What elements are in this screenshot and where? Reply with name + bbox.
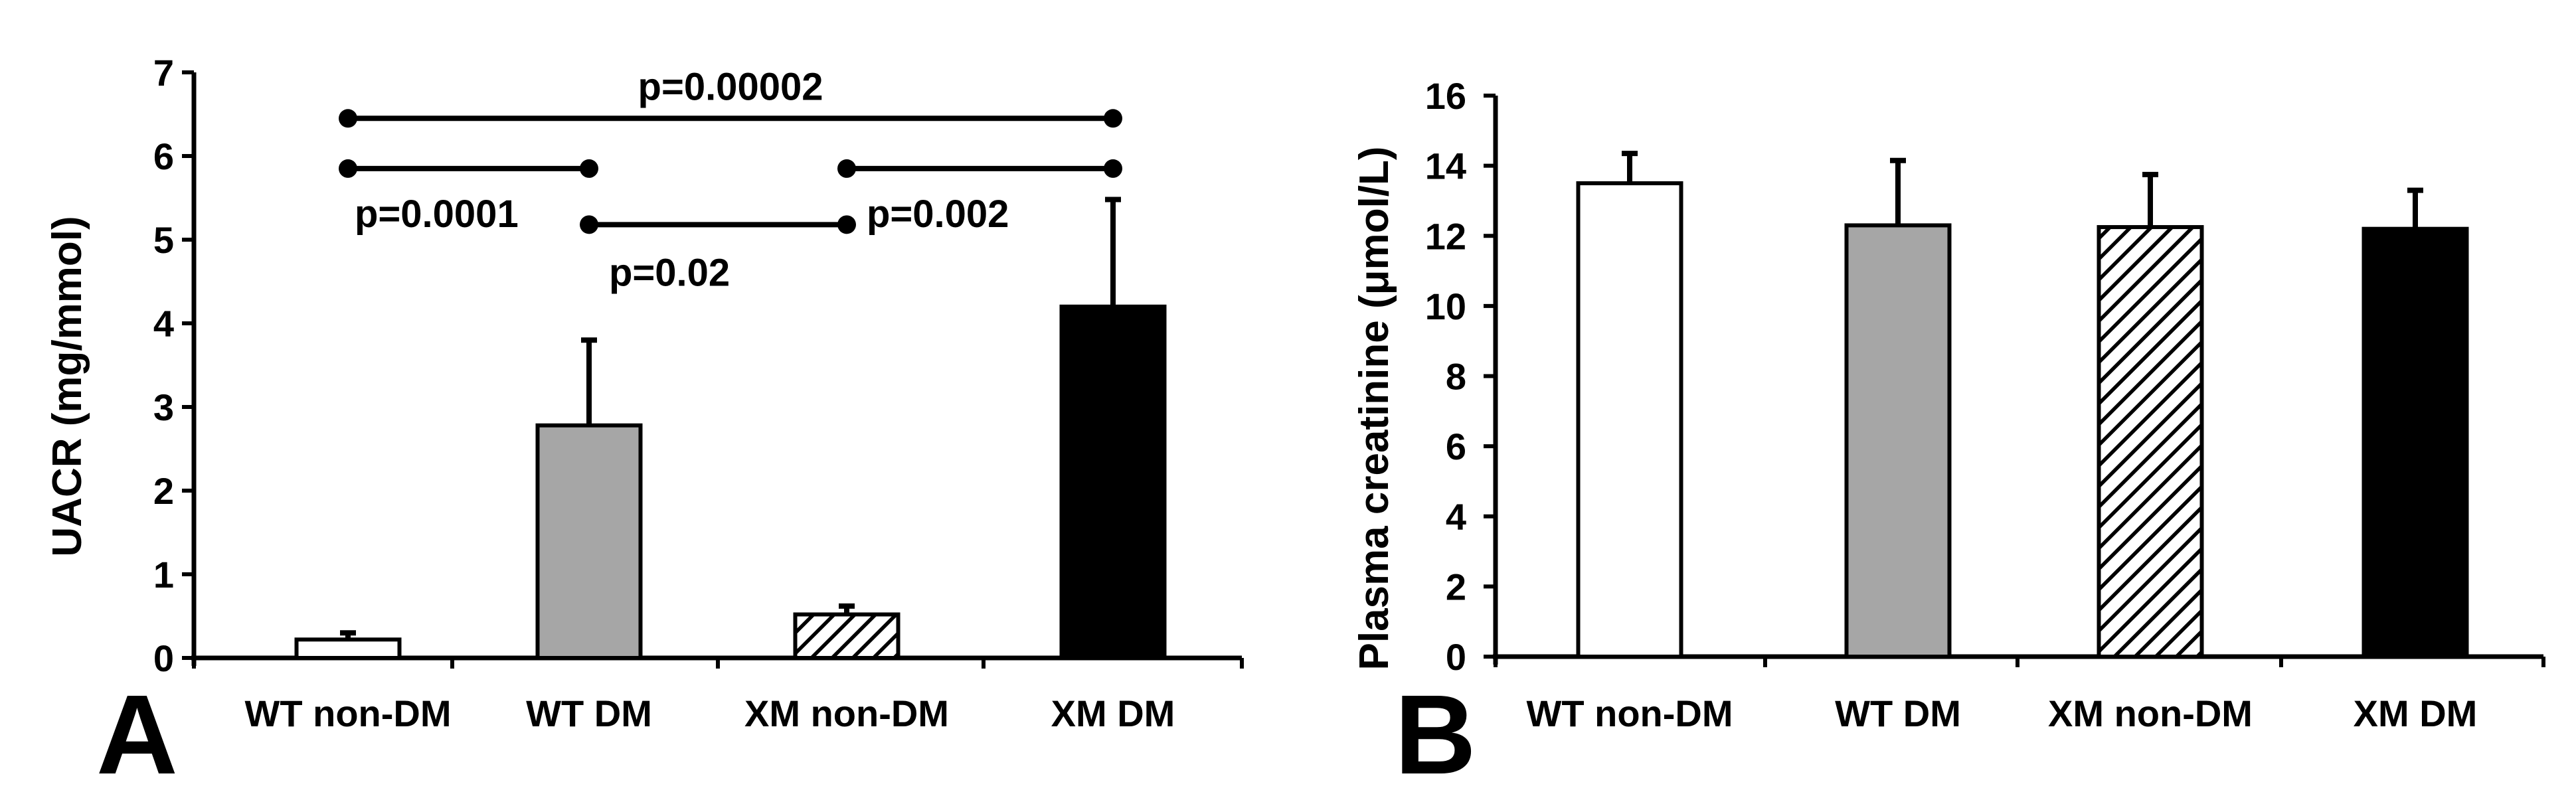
- panel-b-y-tick-label: 8: [1446, 356, 1466, 398]
- panel-b-y-axis-label: Plasma creatinine (μmol/L): [1351, 146, 1397, 670]
- panel-a-bar: [294, 637, 402, 661]
- panel-a-bars: WT non-DM WT DM XM non-DM XM DM: [245, 197, 1175, 734]
- panel-a-y-axis-label: UACR (mg/mmol): [44, 216, 90, 556]
- panel-b-chart: Plasma creatinine (μmol/L) 0 2 4 6 8 10 12 14 16…: [1351, 75, 2545, 798]
- panel-b-category-label: XM DM: [2354, 692, 2478, 734]
- panel-a-chart: UACR (mg/mmol) 0 1 2 3 4 5 6 7 WT non-DM WT DM XM…: [44, 52, 1244, 798]
- significance-endpoint: [1104, 109, 1122, 128]
- panel-a-y-tick-label: 1: [153, 554, 174, 596]
- significance-endpoint: [339, 159, 357, 178]
- significance-endpoint: [339, 109, 357, 128]
- panel-b-bars: WT non-DM WT DM XM non-DM XM DM: [1527, 151, 2478, 734]
- significance-endpoint: [580, 159, 598, 178]
- panel-a-category-label: WT DM: [526, 692, 652, 734]
- panel-b-y-tick-label: 4: [1446, 496, 1466, 538]
- panel-b-bar: [1576, 181, 1683, 659]
- significance-endpoint: [837, 215, 856, 234]
- panel-b-bar: [1844, 223, 1952, 659]
- panel-a-category-label: XM DM: [1051, 692, 1175, 734]
- panel-b-y-tick-label: 0: [1446, 636, 1466, 678]
- significance-endpoint: [837, 159, 856, 178]
- panel-a-bar: [1059, 304, 1167, 660]
- panel-b-y-tick-label: 16: [1425, 75, 1466, 117]
- panel-b-bar: [2097, 225, 2204, 659]
- panel-a-y-tick-label: 6: [153, 135, 174, 177]
- panel-b-y-tick-label: 12: [1425, 215, 1466, 257]
- panel-b-category-label: WT DM: [1835, 692, 1961, 734]
- significance-endpoint: [1104, 159, 1122, 178]
- panel-b-letter: B: [1395, 672, 1476, 798]
- panel-a-letter: A: [96, 672, 178, 798]
- significance-endpoint: [580, 215, 598, 234]
- panel-a-category-label: WT non-DM: [245, 692, 452, 734]
- panel-b-y-tick-label: 10: [1425, 285, 1466, 327]
- panel-a-bar: [793, 612, 901, 660]
- panel-b-category-label: XM non-DM: [2048, 692, 2253, 734]
- panel-b-y-tick-label: 14: [1425, 145, 1466, 187]
- panel-b-y-tick-label: 2: [1446, 566, 1466, 607]
- panel-b-y-tick-label: 6: [1446, 426, 1466, 467]
- significance-p-value-label: p=0.00002: [638, 65, 823, 108]
- panel-a-y-tick-label: 2: [153, 470, 174, 512]
- significance-p-value-label: p=0.02: [609, 251, 730, 294]
- panel-a-y-tick-label: 5: [153, 219, 174, 261]
- panel-a-y-tick-label: 0: [153, 637, 174, 679]
- significance-p-value-label: p=0.0001: [355, 193, 519, 236]
- panel-a-significance-annotations: p=0.00002 p=0.0001 p=0.002 p=0.02: [339, 65, 1122, 294]
- panel-a-y-tick-label: 7: [153, 52, 174, 94]
- panel-a-bar: [535, 423, 643, 660]
- significance-p-value-label: p=0.002: [867, 193, 1009, 236]
- panel-a-y-tick-label: 4: [153, 303, 174, 345]
- panel-a-category-label: XM non-DM: [744, 692, 949, 734]
- panel-a-y-tick-label: 3: [153, 386, 174, 428]
- panel-b-bar: [2361, 226, 2469, 659]
- panel-b-category-label: WT non-DM: [1527, 692, 1733, 734]
